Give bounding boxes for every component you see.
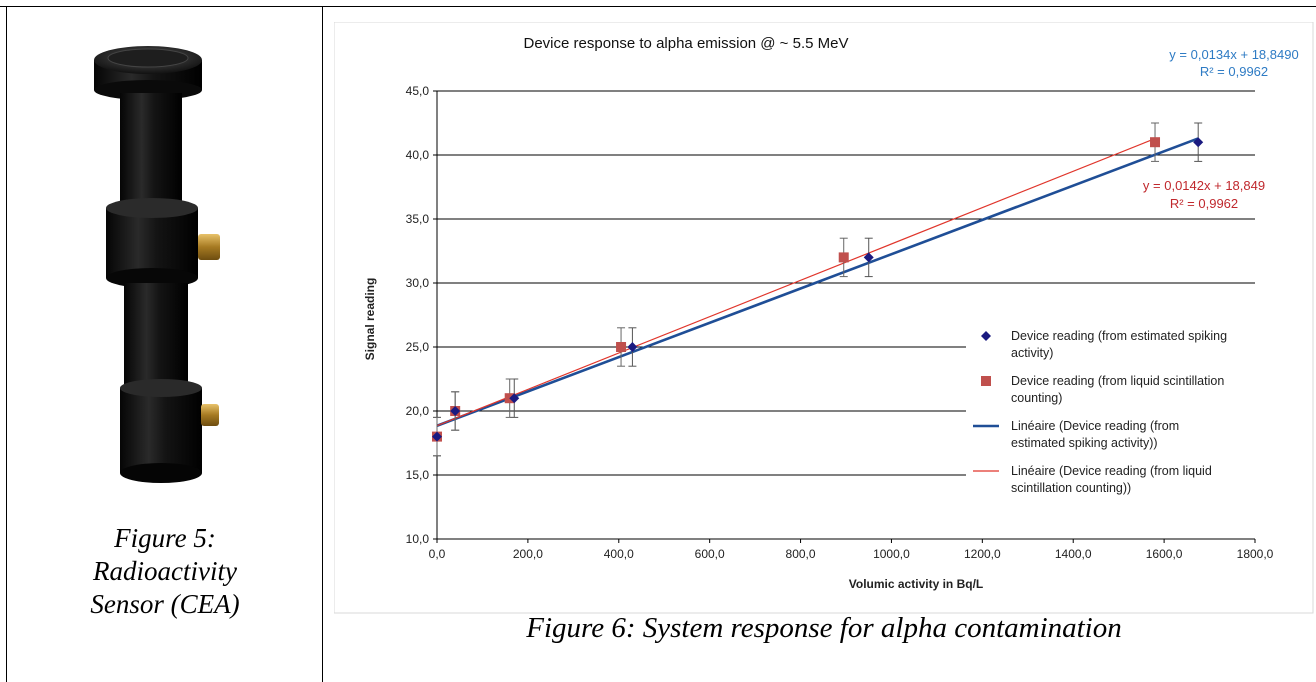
- legend-background: [966, 320, 1266, 510]
- equation-red: y = 0,0142x + 18,849: [1143, 178, 1265, 193]
- x-tick-label: 1400,0: [1055, 547, 1092, 561]
- legend-marker-diamond: [981, 331, 991, 341]
- legend-label: Linéaire (Device reading (from: [1011, 419, 1179, 433]
- x-tick-label: 1200,0: [964, 547, 1001, 561]
- legend-label: Linéaire (Device reading (from liquid: [1011, 464, 1212, 478]
- data-point-square: [1150, 137, 1161, 148]
- r2-blue: R² = 0,9962: [1200, 64, 1268, 79]
- data-point-diamond: [450, 406, 461, 416]
- sensor-photo: [94, 46, 220, 483]
- figure-5-caption: Figure 5: Radioactivity Sensor (CEA): [60, 522, 270, 621]
- figure-6-caption: Figure 6: System response for alpha cont…: [526, 612, 1122, 644]
- table-border-left: [6, 6, 7, 682]
- data-point-diamond: [627, 342, 638, 352]
- y-tick-label: 30,0: [406, 276, 430, 290]
- table-border-middle: [322, 6, 323, 682]
- legend-label: Device reading (from estimated spiking: [1011, 329, 1227, 343]
- y-tick-label: 35,0: [406, 212, 430, 226]
- x-tick-label: 1000,0: [873, 547, 910, 561]
- figure-5-caption-line-1: Figure 5:: [114, 523, 216, 553]
- figure-5-caption-line-2: Radioactivity: [93, 556, 237, 586]
- y-tick-label: 15,0: [406, 468, 430, 482]
- data-point-diamond: [432, 431, 442, 442]
- equation-blue: y = 0,0134x + 18,8490: [1169, 47, 1298, 62]
- figure-5-caption-line-3: Sensor (CEA): [90, 589, 240, 619]
- y-axis-label: Signal reading: [363, 278, 377, 361]
- data-point-diamond: [1193, 137, 1204, 148]
- chart-title: Device response to alpha emission @ ~ 5.…: [524, 35, 849, 52]
- y-tick-label: 40,0: [406, 148, 430, 162]
- data-point-square: [838, 252, 849, 263]
- y-tick-label: 45,0: [406, 84, 430, 98]
- trendline-red: [436, 137, 1156, 427]
- data-point-diamond: [509, 393, 520, 404]
- legend-label: counting): [1011, 391, 1062, 405]
- legend-label: estimated spiking activity)): [1011, 436, 1158, 450]
- x-axis-label: Volumic activity in Bq/L: [849, 577, 983, 591]
- x-tick-label: 1600,0: [1146, 547, 1183, 561]
- trendline-blue: [436, 137, 1199, 427]
- r2-red: R² = 0,9962: [1170, 196, 1238, 211]
- data-point-square: [616, 342, 627, 352]
- y-tick-label: 25,0: [406, 340, 430, 354]
- x-tick-label: 600,0: [695, 547, 725, 561]
- x-tick-label: 200,0: [513, 547, 543, 561]
- legend-label: Device reading (from liquid scintillatio…: [1011, 374, 1224, 388]
- data-point-diamond: [863, 252, 874, 263]
- legend-marker-square: [981, 376, 991, 386]
- legend-label: scintillation counting)): [1011, 481, 1131, 495]
- chart: Device response to alpha emission @ ~ 5.…: [334, 22, 1314, 614]
- x-tick-label: 800,0: [786, 547, 816, 561]
- x-tick-label: 400,0: [604, 547, 634, 561]
- y-tick-label: 20,0: [406, 404, 430, 418]
- table-border-top: [0, 6, 1316, 7]
- y-tick-label: 10,0: [406, 532, 430, 546]
- chart-area: [334, 22, 1314, 614]
- x-tick-label: 0,0: [429, 547, 446, 561]
- x-tick-label: 1800,0: [1237, 547, 1274, 561]
- legend-label: activity): [1011, 346, 1053, 360]
